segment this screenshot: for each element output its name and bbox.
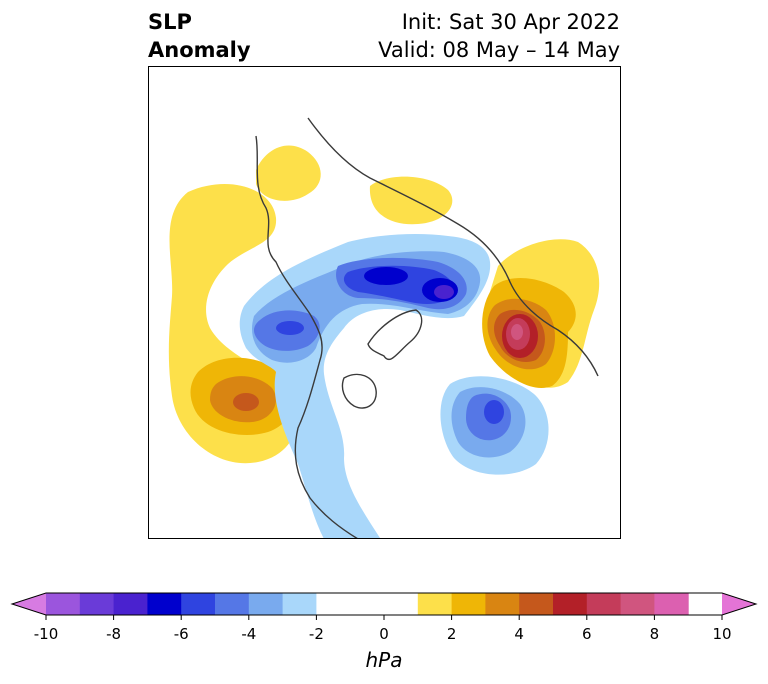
- colorbar: -10 -8 -6 -4 -2 0 2 4 6 8 10 hPa: [10, 592, 758, 672]
- colorbar-over-arrow: [722, 593, 756, 615]
- slp-anomaly-map: [148, 66, 621, 539]
- hudson-bay: [341, 373, 377, 409]
- colorbar-bin: [181, 593, 216, 615]
- colorbar-tick-label: 8: [650, 625, 660, 643]
- coastlines: [255, 117, 599, 539]
- colorbar-bin: [654, 593, 689, 615]
- arctic-low-center: [434, 285, 454, 299]
- colorbar-bin: [586, 593, 622, 615]
- colorbar-tick-label: 10: [712, 625, 731, 643]
- greenland-coast: [367, 309, 423, 361]
- colorbar-tick-label: -2: [309, 625, 324, 643]
- colorbar-bins: [46, 593, 689, 615]
- colorbar-bin: [79, 593, 115, 615]
- title-field: Anomaly: [148, 38, 251, 62]
- alaska-low-core: [276, 321, 304, 335]
- title-variable: SLP: [148, 10, 192, 34]
- pacific-core: [233, 393, 259, 411]
- colorbar-bin: [46, 593, 81, 615]
- colorbar-bin: [417, 593, 453, 615]
- title-right: Init: Sat 30 Apr 2022 Valid: 08 May – 14…: [378, 8, 620, 64]
- colorbar-bin: [248, 593, 284, 615]
- map-frame: [148, 66, 621, 539]
- colorbar-bin: [147, 593, 182, 615]
- colorbar-tick-label: 0: [379, 625, 389, 643]
- colorbar-under-arrow: [12, 593, 46, 615]
- colorbar-tick-label: -10: [34, 625, 59, 643]
- colorbar-tick-label: 4: [514, 625, 524, 643]
- colorbar-tick-label: -8: [106, 625, 121, 643]
- init-date: Init: Sat 30 Apr 2022: [401, 10, 620, 34]
- colorbar-bin: [282, 593, 317, 615]
- colorbar-tick-label: 6: [582, 625, 592, 643]
- colorbar-bin: [485, 593, 520, 615]
- colorbar-tick-label: -6: [174, 625, 189, 643]
- colorbar-unit-label: hPa: [366, 648, 403, 672]
- arctic-low-core-west: [364, 267, 408, 285]
- valid-range: Valid: 08 May – 14 May: [378, 38, 620, 62]
- colorbar-bin: [519, 593, 554, 615]
- north-america-coast: [255, 135, 359, 539]
- title-left: SLP Anomaly: [148, 8, 251, 64]
- canada-high-yellow: [256, 145, 321, 201]
- colorbar-bin: [451, 593, 486, 615]
- eurasia-coast: [307, 117, 599, 377]
- negative-anomaly-layer: [239, 234, 549, 539]
- colorbar-tick-label: -4: [241, 625, 256, 643]
- colorbar-tick-label: 2: [447, 625, 457, 643]
- colorbar-bin: [113, 593, 148, 615]
- colorbar-bin: [316, 593, 419, 615]
- europe-rose: [511, 324, 523, 340]
- colorbar-bin: [620, 593, 655, 615]
- colorbar-ticks: -10 -8 -6 -4 -2 0 2 4 6 8 10: [34, 615, 732, 643]
- colorbar-bin: [553, 593, 588, 615]
- atlantic-low-core: [484, 400, 504, 424]
- colorbar-bin: [215, 593, 250, 615]
